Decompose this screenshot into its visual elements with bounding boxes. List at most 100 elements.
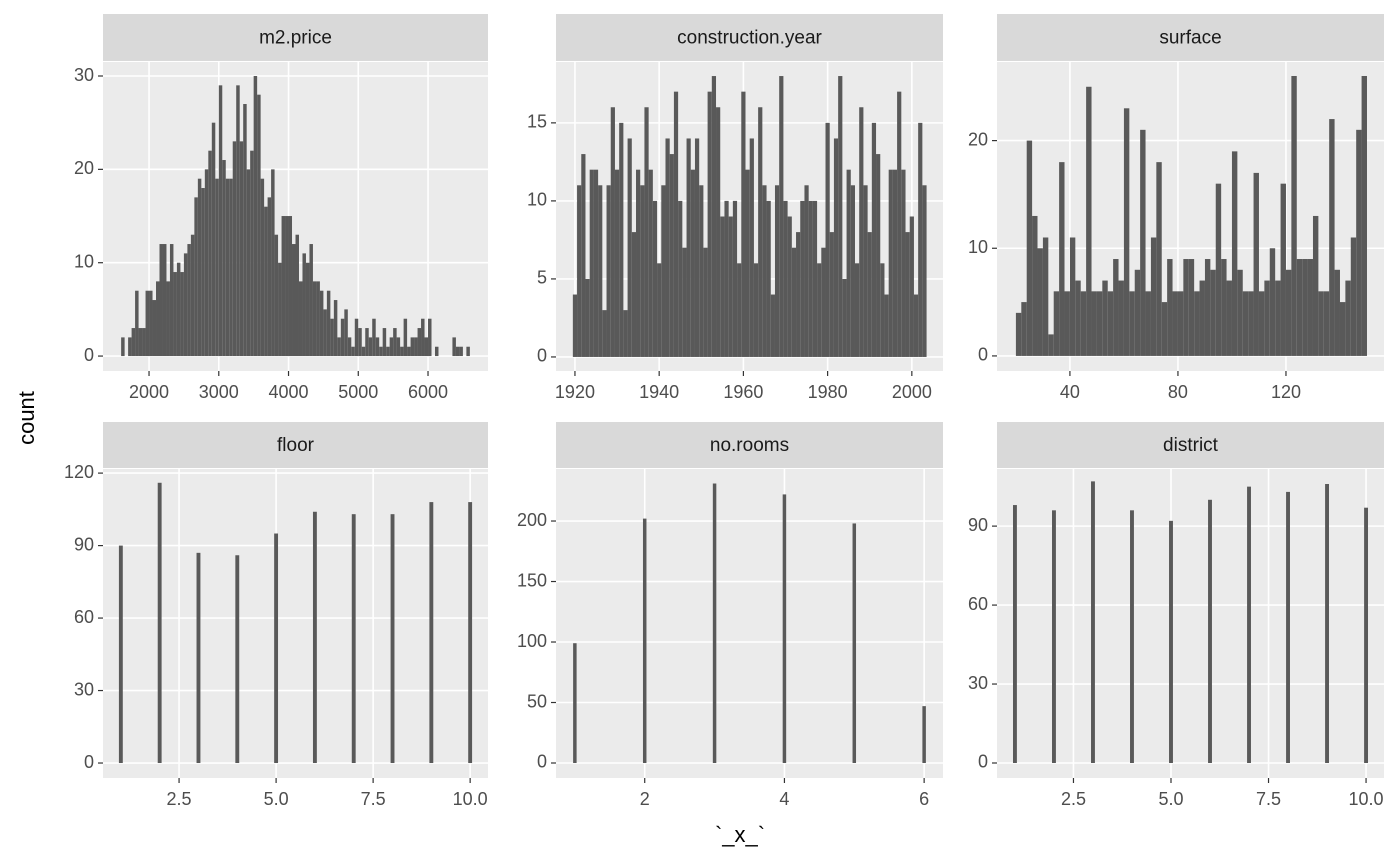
bar <box>1118 280 1124 356</box>
bar <box>829 232 834 357</box>
bar <box>796 232 801 357</box>
x-tick-label: 120 <box>1271 382 1301 402</box>
bar <box>745 169 750 357</box>
bar <box>852 523 857 763</box>
bar <box>428 318 432 357</box>
bar <box>892 169 898 357</box>
bar <box>712 483 717 763</box>
bar <box>1037 248 1043 356</box>
bar <box>156 281 160 357</box>
bar <box>682 247 687 357</box>
strip <box>997 422 1384 468</box>
bar <box>1253 172 1259 356</box>
y-tick-label: 90 <box>968 515 988 535</box>
bar <box>1275 280 1281 356</box>
bar <box>732 200 738 357</box>
y-tick-label: 30 <box>74 65 94 85</box>
x-tick-label: 3000 <box>199 382 239 402</box>
bar <box>808 200 813 357</box>
bar <box>292 244 296 357</box>
bar <box>854 263 860 357</box>
bar <box>644 107 649 357</box>
bar <box>1210 269 1216 356</box>
bar <box>1134 269 1141 356</box>
bar <box>1059 162 1065 356</box>
bar <box>1129 291 1135 356</box>
bar <box>1204 259 1211 356</box>
y-tick-label: 20 <box>968 129 988 149</box>
y-tick-label: 30 <box>74 679 94 699</box>
bar <box>386 346 390 357</box>
bar <box>459 346 463 357</box>
bar <box>880 263 885 357</box>
y-tick-label: 10 <box>74 251 94 271</box>
bar <box>257 94 261 357</box>
bar <box>1312 215 1319 356</box>
bar <box>128 337 132 357</box>
bar <box>215 178 219 357</box>
bar <box>169 244 174 357</box>
bar <box>1140 129 1146 356</box>
bar <box>190 234 195 357</box>
bar <box>1339 302 1346 356</box>
bar <box>235 555 240 764</box>
bar <box>246 169 251 357</box>
bar <box>1107 291 1114 356</box>
x-tick-label: 6000 <box>408 382 448 402</box>
bar <box>138 328 143 357</box>
bar <box>400 346 404 357</box>
bar <box>762 185 767 357</box>
bar <box>922 185 927 357</box>
bar <box>1169 520 1173 763</box>
bar <box>159 244 163 357</box>
y-tick-label: 0 <box>537 346 547 366</box>
bar <box>180 272 184 357</box>
bar <box>390 514 395 764</box>
bar <box>720 216 725 357</box>
bar <box>417 328 422 357</box>
bar <box>779 76 784 357</box>
bar <box>239 141 244 357</box>
bar <box>347 337 352 357</box>
bar <box>358 328 362 357</box>
bar <box>782 494 787 763</box>
bar <box>424 337 429 357</box>
bar <box>218 85 223 357</box>
bar <box>1052 510 1056 763</box>
bar <box>606 185 611 357</box>
bar <box>627 138 632 357</box>
bar <box>585 278 590 357</box>
bar <box>1221 259 1227 356</box>
y-tick-label: 0 <box>537 752 547 772</box>
bar <box>1188 259 1195 356</box>
bar <box>1248 291 1254 356</box>
x-tick-label: 2000 <box>892 382 932 402</box>
bar <box>614 169 620 357</box>
bar <box>278 262 282 357</box>
bar <box>1048 334 1054 356</box>
bar <box>1258 291 1265 356</box>
x-tick-label: 4 <box>779 789 789 809</box>
bar <box>1145 291 1151 356</box>
x-tick-label: 5.0 <box>1158 789 1183 809</box>
bar <box>707 91 712 357</box>
bar <box>1026 140 1033 356</box>
bar <box>1291 75 1297 356</box>
bar <box>817 263 822 357</box>
bar <box>166 281 170 357</box>
x-tick-label: 4000 <box>269 382 309 402</box>
bar <box>901 169 906 357</box>
bar <box>838 76 843 357</box>
bar <box>1177 291 1184 356</box>
bar <box>787 216 792 357</box>
bar <box>1323 291 1330 356</box>
bar <box>619 122 624 357</box>
panel <box>997 469 1384 778</box>
bar <box>1296 259 1303 356</box>
bar <box>196 552 201 764</box>
bar <box>1161 302 1168 356</box>
bar <box>365 328 369 357</box>
y-tick-label: 10 <box>527 190 547 210</box>
strip <box>103 14 488 61</box>
bar <box>1130 510 1134 763</box>
